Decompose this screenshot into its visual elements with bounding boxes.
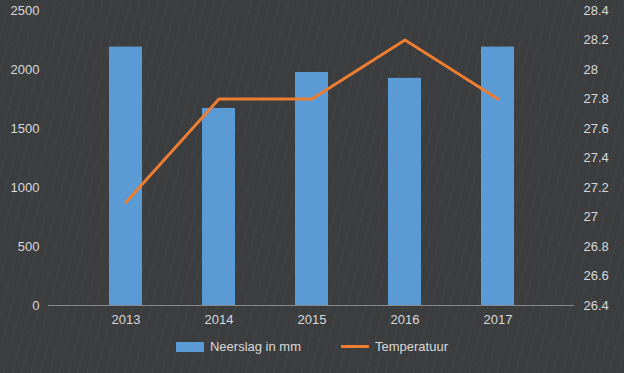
svg-text:1000: 1000: [11, 180, 40, 195]
svg-text:2017: 2017: [484, 312, 513, 327]
svg-text:26.8: 26.8: [584, 239, 609, 254]
svg-text:28.2: 28.2: [584, 32, 609, 47]
svg-text:27.6: 27.6: [584, 121, 609, 136]
svg-text:27.8: 27.8: [584, 91, 609, 106]
svg-text:2014: 2014: [205, 312, 234, 327]
svg-text:26.4: 26.4: [584, 298, 609, 313]
svg-text:28.4: 28.4: [584, 3, 609, 18]
svg-text:1500: 1500: [11, 121, 40, 136]
svg-text:27.4: 27.4: [584, 150, 609, 165]
html-text:Neerslag in mm: Neerslag in mm: [210, 339, 301, 354]
svg-text:2015: 2015: [298, 312, 327, 327]
svg-text:2000: 2000: [11, 62, 40, 77]
html-text:Temperatuur: Temperatuur: [375, 339, 448, 354]
svg-text:27: 27: [584, 209, 598, 224]
svg-text:2500: 2500: [11, 3, 40, 18]
svg-text:0: 0: [32, 298, 39, 313]
svg-text:28: 28: [584, 62, 598, 77]
svg-text:27.2: 27.2: [584, 180, 609, 195]
svg-text:26.6: 26.6: [584, 268, 609, 283]
svg-text:2016: 2016: [391, 312, 420, 327]
svg-text:2013: 2013: [112, 312, 141, 327]
svg-text:500: 500: [18, 239, 40, 254]
